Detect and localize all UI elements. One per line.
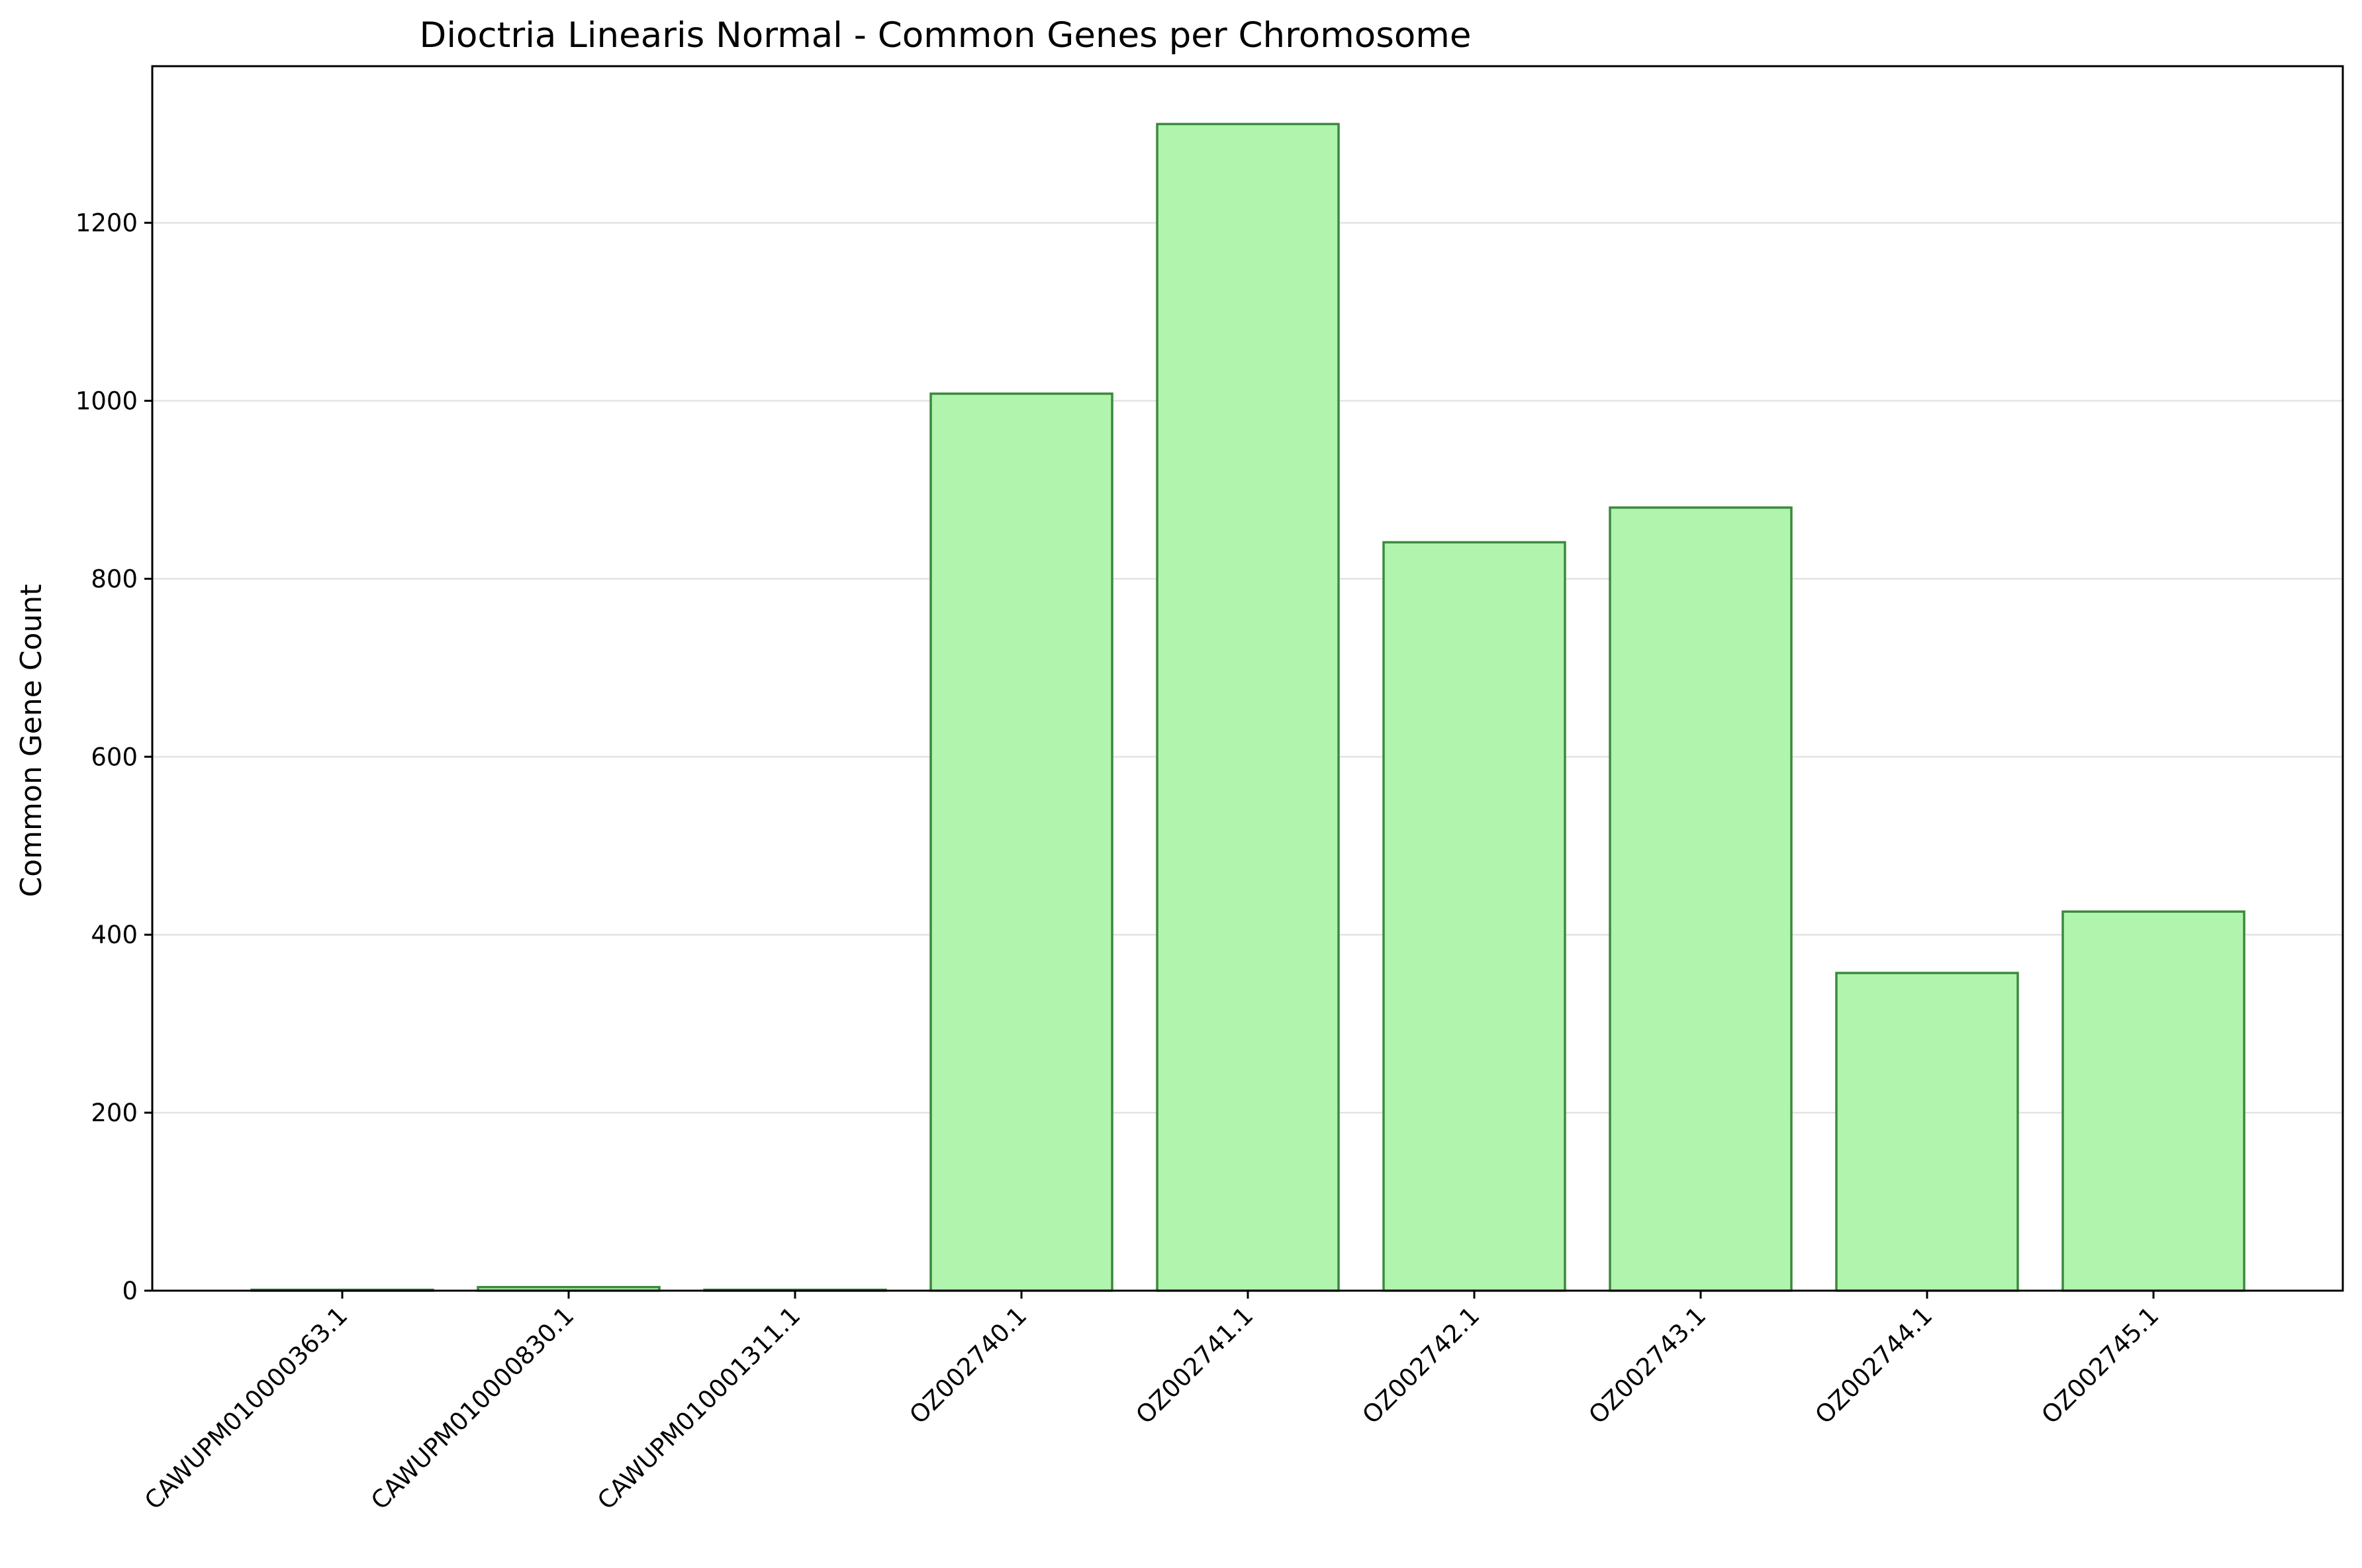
- y-axis-ticks: 0 200 400 600 800 1000 1200: [75, 209, 152, 1305]
- bars: [250, 122, 2245, 1292]
- bar-OZ002740.1: [929, 392, 1113, 1292]
- bar-OZ002745.1: [2061, 910, 2245, 1292]
- y-tick-label: 800: [91, 565, 138, 593]
- x-tick-label: OZ002740.1: [904, 1301, 1033, 1430]
- x-tick-label: OZ002744.1: [1810, 1301, 1938, 1430]
- x-tick-label: CAWUPM010000830.1: [365, 1301, 579, 1515]
- x-tick-label: OZ002741.1: [1131, 1301, 1259, 1430]
- bar-OZ002743.1: [1609, 506, 1793, 1292]
- y-tick-label: 400: [91, 921, 138, 949]
- bar-OZ002741.1: [1156, 122, 1340, 1292]
- x-tick-label: OZ002742.1: [1357, 1301, 1486, 1430]
- chart-title: Dioctria Linearis Normal - Common Genes …: [420, 15, 1472, 56]
- x-tick-label: CAWUPM010001311.1: [592, 1301, 806, 1515]
- x-tick-label: CAWUPM010000363.1: [139, 1301, 353, 1515]
- bar-OZ002742.1: [1382, 541, 1566, 1292]
- x-tick-label: OZ002743.1: [1583, 1301, 1712, 1430]
- y-tick-label: 1200: [75, 209, 138, 238]
- y-tick-label: 0: [122, 1277, 138, 1305]
- bar-OZ002744.1: [1835, 972, 2019, 1292]
- y-axis-label: Common Gene Count: [15, 584, 48, 898]
- y-tick-label: 200: [91, 1099, 138, 1127]
- x-axis-ticks: CAWUPM010000363.1 CAWUPM010000830.1 CAWUPM…: [139, 1291, 2164, 1515]
- y-tick-label: 600: [91, 743, 138, 771]
- y-tick-label: 1000: [75, 387, 138, 416]
- x-tick-label: OZ002745.1: [2036, 1301, 2165, 1430]
